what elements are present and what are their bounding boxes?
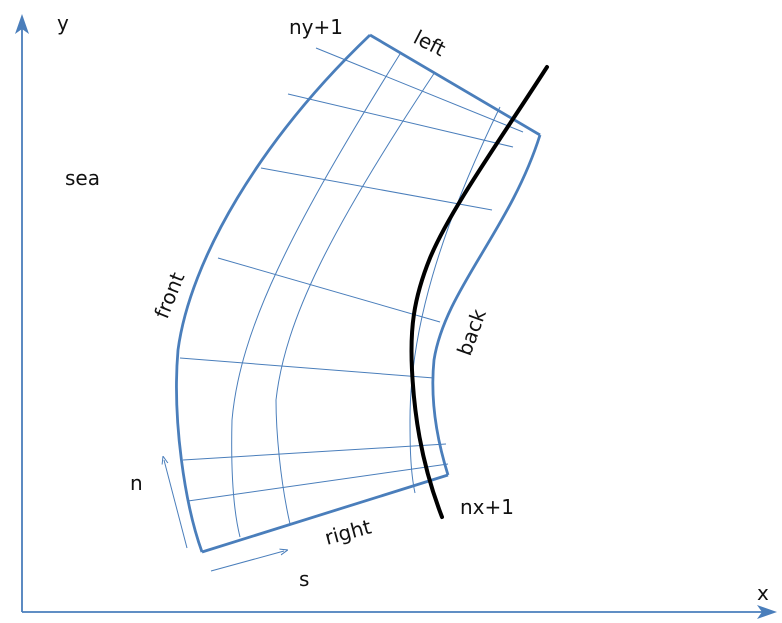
boundary-back [431,134,542,476]
sea-label: sea [65,166,100,190]
boundary-right [201,473,449,554]
s-direction-arrow-icon [210,551,284,572]
y-axis-arrow-icon [15,14,29,34]
y-axis-label: y [57,11,69,35]
left-label: left [410,25,450,61]
x-axis-label: x [757,581,769,605]
right-label: right [322,514,374,549]
back-label: back [452,305,491,358]
n-direction-arrow-icon [164,460,188,549]
grid-lines-s [179,47,524,502]
x-axis-arrow-icon [757,605,777,619]
n-label: n [130,471,143,495]
grid-boundary [175,33,542,554]
front-label: front [149,269,189,322]
boundary-front [175,33,371,553]
grid-lines-n [231,53,501,538]
nx-plus-1-label: nx+1 [460,495,514,519]
black-curve [409,65,549,519]
s-label: s [299,567,309,591]
ny-plus-1-label: ny+1 [289,15,343,39]
